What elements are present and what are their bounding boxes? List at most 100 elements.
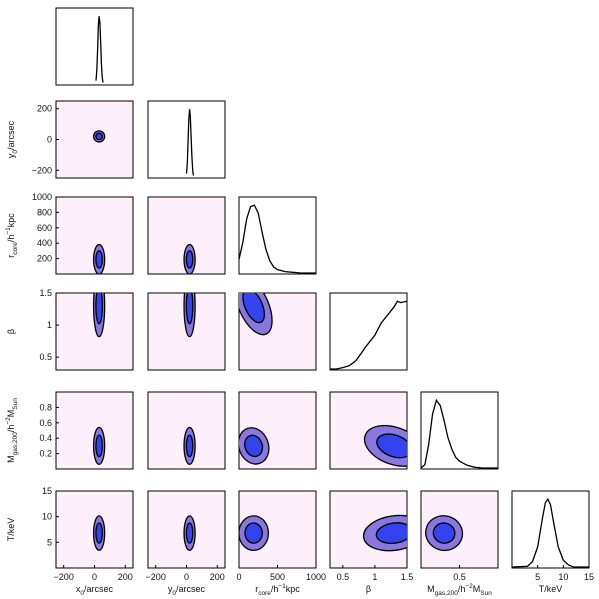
- y-axis-title-beta: β: [6, 329, 16, 334]
- contour: [95, 522, 104, 544]
- y-tick-label: 200: [37, 254, 52, 264]
- contour-group: [183, 426, 196, 466]
- x-tick-label: 200: [210, 572, 225, 582]
- marginal-panel-mgas: [420, 391, 499, 470]
- joint-panel-x0-beta: 0.5 1 1.5: [39, 288, 134, 371]
- panel-frame: [420, 391, 499, 470]
- joint-panel-mgas-T: 0.5: [420, 490, 499, 582]
- contour-group: [183, 515, 196, 551]
- axis-ticks: 200 400 600 800 1000: [32, 192, 59, 264]
- axis-ticks: −200 0 200 5 10 15: [42, 486, 133, 582]
- y-tick-label: 600: [37, 223, 52, 233]
- contour-group: [425, 515, 464, 552]
- contour: [185, 522, 194, 544]
- y-tick-label: 1000: [32, 192, 52, 202]
- x-axis-title-rcore: rcore/h−1kpc: [255, 583, 300, 597]
- y-tick-label: 0.2: [39, 449, 52, 459]
- marginal-panel-y0: [147, 100, 226, 179]
- y-tick-label: 15: [42, 486, 52, 496]
- x-tick-label: 1: [372, 572, 377, 582]
- contour: [185, 293, 194, 325]
- x-tick-label: 0: [184, 572, 189, 582]
- y-tick-label: 0.5: [39, 352, 52, 362]
- y-tick-label: 10: [42, 512, 52, 522]
- contour-group: [92, 426, 106, 466]
- marginal-panel-rcore: [238, 196, 317, 275]
- contour: [375, 522, 407, 545]
- marginal-panel-x0: [55, 7, 134, 86]
- y-tick-label: −200: [32, 165, 52, 175]
- contour: [244, 522, 263, 544]
- x-tick-label: 5: [535, 572, 540, 582]
- contour-group: [183, 293, 196, 338]
- y-tick-label: 0.8: [39, 402, 52, 412]
- contour-group: [92, 243, 106, 274]
- axis-ticks: 0.5 1 1.5: [337, 565, 414, 582]
- x-axis-title-x0: x0/arcsec: [76, 584, 114, 597]
- joint-panel-beta-mgas: [329, 391, 408, 470]
- joint-panel-rcore-T: 0 500 1000: [236, 490, 326, 582]
- joint-panel-rcore-mgas: [238, 391, 317, 470]
- contour-group: [92, 130, 106, 143]
- contour: [244, 434, 264, 458]
- panel-frame: [147, 100, 226, 179]
- contour-group: [92, 293, 106, 338]
- contour-group: [92, 515, 106, 551]
- contour-group: [183, 243, 196, 274]
- y-axis-title-y0: y0/arcsec: [6, 120, 19, 158]
- x-axis-title-beta: β: [366, 584, 371, 594]
- contour: [432, 522, 456, 544]
- y-tick-label: 0.6: [39, 418, 52, 428]
- x-tick-label: 0.5: [453, 572, 466, 582]
- contour-group: [362, 514, 407, 552]
- marginal-line: [330, 300, 408, 370]
- joint-panel-x0-rcore: 200 400 600 800 1000: [32, 192, 134, 275]
- marginal-line: [185, 109, 195, 176]
- x-tick-label: 1000: [306, 572, 326, 582]
- marginal-panel-beta: [329, 292, 408, 371]
- joint-panel-y0-beta: [147, 292, 226, 371]
- joint-panel-y0-T: −200 0 200: [146, 490, 226, 582]
- joint-panel-x0-T: −200 0 200 5 10 15: [42, 486, 134, 582]
- x-tick-label: 1.5: [401, 572, 414, 582]
- x-tick-label: 0: [92, 572, 97, 582]
- panel-frame: [55, 7, 134, 86]
- x-tick-label: 15: [584, 572, 594, 582]
- y-tick-label: 5: [47, 537, 52, 547]
- y-tick-label: 0.4: [39, 433, 52, 443]
- contour-group: [239, 293, 273, 336]
- joint-panel-beta-T: 0.5 1 1.5: [329, 490, 414, 582]
- axis-ticks: 5 10 15: [535, 565, 594, 582]
- marginal-line: [95, 16, 104, 83]
- y-tick-label: 0: [47, 135, 52, 145]
- axis-ticks: −200 0 200: [32, 104, 59, 175]
- joint-panel-y0-mgas: [147, 391, 226, 470]
- axis-ticks: −200 0 200: [146, 565, 225, 582]
- x-tick-label: 0.5: [337, 572, 350, 582]
- contour: [95, 434, 104, 458]
- contour: [185, 434, 194, 458]
- contour: [376, 433, 407, 459]
- contour: [242, 293, 266, 324]
- x-tick-label: 0: [236, 572, 241, 582]
- marginal-line: [511, 497, 589, 568]
- contour: [185, 250, 194, 269]
- panel-frame: [511, 490, 590, 569]
- x-tick-label: 10: [558, 572, 568, 582]
- y-axis-title-mgas: Mgas,200/h−2MSun: [5, 398, 19, 463]
- contour: [95, 132, 104, 141]
- axis-ticks: 0.5: [453, 565, 466, 582]
- y-tick-label: 800: [37, 207, 52, 217]
- joint-panel-rcore-beta: [238, 292, 317, 371]
- x-axis-title-y0: y0/arcsec: [168, 584, 206, 597]
- axis-ticks: 0 500 1000: [236, 565, 326, 582]
- contour: [95, 293, 104, 325]
- x-axis-title-T: T/keV: [539, 584, 563, 594]
- x-tick-label: 200: [118, 572, 133, 582]
- y-axis-title-T: T/keV: [6, 518, 16, 542]
- x-tick-label: −200: [146, 572, 166, 582]
- y-tick-label: 200: [37, 104, 52, 114]
- marginal-line: [238, 204, 316, 274]
- contour-group: [239, 427, 270, 465]
